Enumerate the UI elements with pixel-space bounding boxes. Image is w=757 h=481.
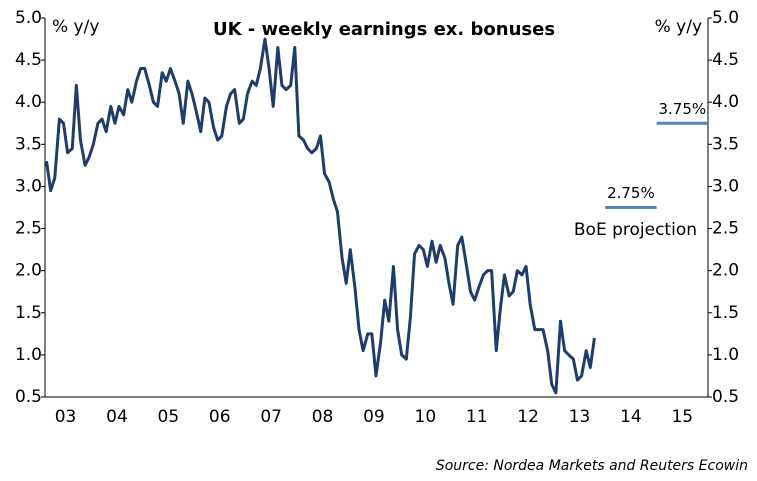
y-axis-label: % y/y — [52, 17, 99, 37]
y2-tick-label: 2.5 — [712, 219, 739, 239]
x-tick-label: 15 — [671, 407, 693, 427]
y-tick-label: 3.0 — [15, 176, 42, 196]
x-tick-label: 07 — [260, 407, 282, 427]
y2-tick-label: 3.0 — [712, 176, 739, 196]
y2-axis-label: % y/y — [655, 17, 702, 37]
chart-title: UK - weekly earnings ex. bonuses — [213, 19, 555, 40]
x-tick-label: 10 — [415, 407, 437, 427]
x-tick-label: 04 — [106, 407, 128, 427]
y-tick-label: 4.0 — [15, 92, 42, 112]
x-tick-label: 06 — [209, 407, 231, 427]
projection-label: 3.75% — [658, 100, 706, 118]
y-tick-label: 4.5 — [15, 50, 42, 70]
y-tick-label: 3.5 — [15, 134, 42, 154]
data-line — [45, 37, 596, 395]
projection-label: 2.75% — [607, 184, 655, 202]
y-tick-label: 1.0 — [15, 345, 42, 365]
x-tick-label: 09 — [363, 407, 385, 427]
source-note: Source: Nordea Markets and Reuters Ecowi… — [436, 458, 748, 474]
x-tick-label: 11 — [466, 407, 488, 427]
y-tick-label: 5.0 — [15, 8, 42, 28]
x-tick-label: 03 — [55, 407, 77, 427]
y2-tick-label: 0.5 — [712, 387, 739, 407]
y-tick-label: 1.5 — [15, 303, 42, 323]
x-tick-label: 12 — [517, 407, 539, 427]
y2-tick-label: 2.0 — [712, 261, 739, 281]
y2-tick-label: 3.5 — [712, 134, 739, 154]
x-tick-label: 05 — [158, 407, 180, 427]
x-tick-label: 08 — [312, 407, 334, 427]
x-tick-label: 13 — [569, 407, 591, 427]
y2-tick-label: 4.5 — [712, 50, 739, 70]
legend-label: BoE projection — [574, 220, 697, 240]
y-tick-label: 0.5 — [15, 387, 42, 407]
y-tick-label: 2.5 — [15, 219, 42, 239]
y2-tick-label: 4.0 — [712, 92, 739, 112]
x-tick-label: 14 — [620, 407, 642, 427]
y2-tick-label: 5.0 — [712, 8, 739, 28]
y-tick-label: 2.0 — [15, 261, 42, 281]
y2-tick-label: 1.0 — [712, 345, 739, 365]
y2-tick-label: 1.5 — [712, 303, 739, 323]
